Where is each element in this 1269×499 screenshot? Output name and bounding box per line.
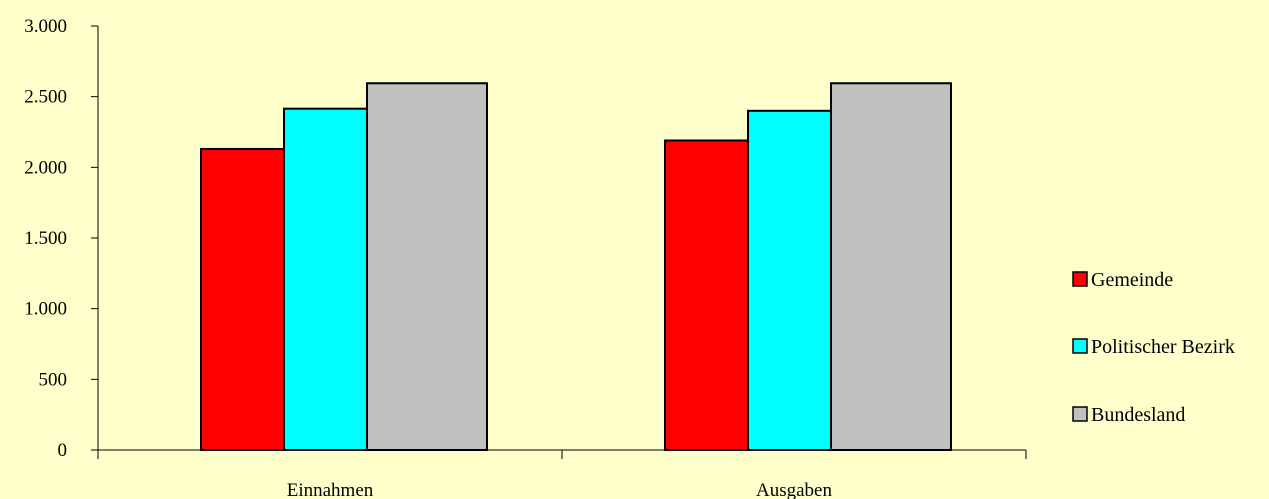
bar-gemeinde-einnahmen	[200, 147, 285, 452]
y-tick-label: 1.000	[24, 299, 67, 320]
legend-swatch	[1072, 271, 1088, 287]
x-category-label: Einnahmen	[287, 480, 374, 499]
bar-bundesland-einnahmen	[366, 82, 488, 452]
bar-gemeinde-ausgaben	[664, 139, 749, 451]
y-tick-label: 2.500	[24, 87, 67, 108]
y-tick-label: 1.500	[24, 228, 67, 249]
legend-label: Politischer Bezirk	[1091, 336, 1235, 358]
bar-bundesland-ausgaben	[830, 82, 952, 452]
legend-label: Gemeinde	[1091, 269, 1173, 291]
x-category-label: Ausgaben	[756, 480, 832, 499]
bar-politischer-bezirk-einnahmen	[283, 107, 368, 452]
bar-politischer-bezirk-ausgaben	[747, 109, 832, 452]
y-tick-label: 0	[58, 440, 68, 461]
y-tick-label: 3.000	[24, 16, 67, 37]
y-tick-label: 2.000	[24, 157, 67, 178]
legend: Gemeinde Politischer Bezirk Bundesland	[1072, 269, 1235, 426]
legend-swatch	[1072, 406, 1088, 422]
legend-swatch	[1072, 338, 1088, 354]
legend-label: Bundesland	[1091, 404, 1185, 426]
axes: 0 500 1.000 1.500 2.000 2.500 3.000 Einnahmen Au…	[24, 16, 1027, 499]
bars	[200, 82, 952, 452]
y-tick-label: 500	[39, 369, 68, 390]
